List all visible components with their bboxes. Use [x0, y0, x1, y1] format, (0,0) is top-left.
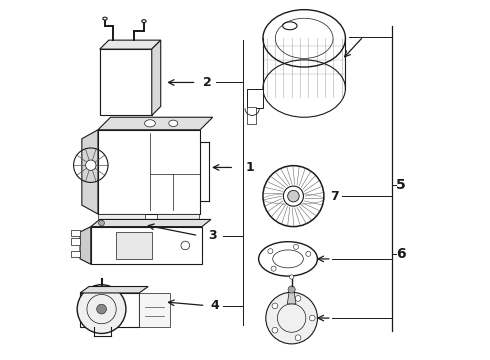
Bar	[100, 49, 152, 116]
Text: 3: 3	[208, 229, 217, 242]
Bar	[157, 214, 198, 223]
Text: 2: 2	[203, 76, 212, 89]
Bar	[71, 238, 80, 244]
Polygon shape	[98, 117, 213, 130]
Circle shape	[283, 186, 303, 206]
Bar	[80, 293, 139, 327]
Bar	[71, 251, 80, 257]
Text: 6: 6	[396, 247, 406, 261]
Circle shape	[295, 335, 301, 341]
Bar	[139, 293, 170, 327]
Polygon shape	[123, 86, 152, 116]
Polygon shape	[80, 287, 148, 293]
Text: 7: 7	[330, 190, 339, 203]
Polygon shape	[91, 220, 211, 226]
Circle shape	[290, 275, 294, 279]
Circle shape	[272, 327, 278, 333]
Circle shape	[309, 315, 315, 321]
Polygon shape	[287, 289, 296, 304]
Bar	[98, 214, 146, 223]
Circle shape	[288, 286, 295, 293]
Polygon shape	[82, 130, 98, 214]
Text: 1: 1	[246, 161, 255, 174]
Bar	[247, 89, 263, 108]
Circle shape	[98, 220, 104, 226]
Polygon shape	[80, 226, 91, 264]
Circle shape	[272, 303, 278, 309]
Circle shape	[294, 244, 298, 249]
Bar	[247, 107, 256, 125]
Circle shape	[266, 292, 318, 344]
Text: 4: 4	[210, 299, 219, 312]
Bar	[71, 230, 80, 236]
Polygon shape	[152, 40, 161, 116]
Circle shape	[295, 296, 301, 301]
Ellipse shape	[145, 120, 155, 127]
Circle shape	[77, 285, 126, 333]
Ellipse shape	[103, 17, 107, 20]
Circle shape	[288, 190, 299, 202]
Ellipse shape	[169, 120, 178, 127]
Circle shape	[271, 266, 276, 271]
Bar	[98, 130, 200, 214]
Text: 5: 5	[396, 178, 406, 192]
Circle shape	[86, 160, 96, 170]
Circle shape	[268, 249, 273, 254]
Polygon shape	[100, 40, 161, 49]
Ellipse shape	[142, 20, 146, 23]
Bar	[116, 232, 152, 259]
Circle shape	[97, 304, 106, 314]
Circle shape	[306, 251, 311, 256]
Bar	[91, 226, 202, 264]
